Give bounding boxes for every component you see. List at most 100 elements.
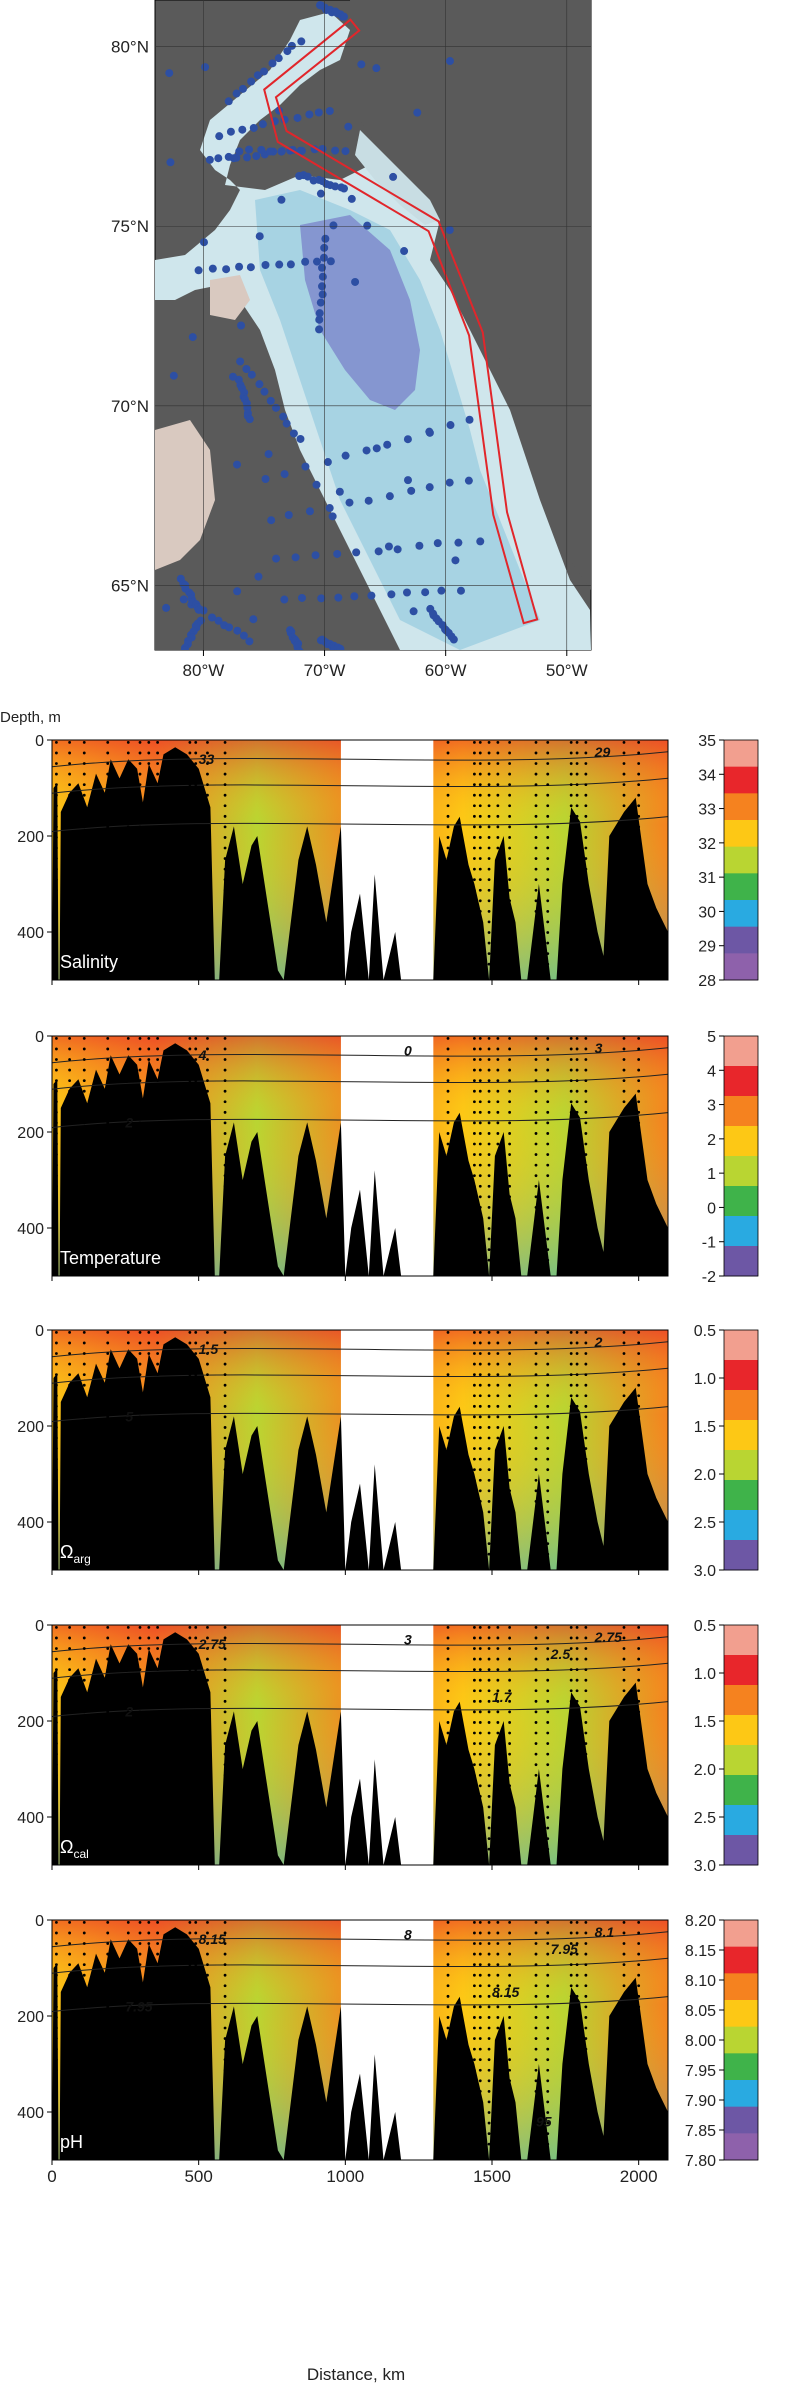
sample-dot bbox=[584, 1184, 588, 1188]
sample-dot bbox=[584, 1248, 588, 1251]
sample-dot bbox=[446, 1058, 450, 1061]
sample-dot bbox=[106, 1121, 110, 1125]
sample-dot bbox=[188, 1058, 192, 1061]
sample-dot bbox=[188, 1174, 192, 1178]
sample-dot bbox=[622, 1805, 626, 1809]
sample-dot bbox=[496, 1331, 500, 1334]
sample-dot bbox=[487, 1784, 491, 1788]
sample-dot bbox=[546, 1710, 550, 1714]
sample-dot bbox=[126, 2121, 130, 2125]
contour-line bbox=[51, 816, 669, 833]
sample-dot bbox=[546, 1142, 550, 1146]
sample-dot bbox=[508, 1216, 511, 1220]
sample-dot bbox=[206, 2142, 209, 2146]
sample-dot bbox=[147, 762, 151, 765]
sample-dot bbox=[206, 1731, 209, 1735]
sample-dot bbox=[156, 836, 160, 839]
sample-dot bbox=[487, 1331, 491, 1334]
sample-dot bbox=[223, 2100, 227, 2104]
lat-tick-label: 75°N bbox=[111, 217, 149, 236]
sample-dot bbox=[508, 1341, 511, 1345]
sample-dot bbox=[156, 2058, 160, 2062]
sample-dot bbox=[156, 1373, 160, 1377]
sample-dot bbox=[68, 1657, 71, 1661]
sample-dot bbox=[106, 2005, 110, 2009]
sample-dot bbox=[569, 1457, 573, 1461]
sample-dot bbox=[534, 1468, 538, 1472]
sample-dot bbox=[138, 2068, 142, 2072]
sample-dot bbox=[106, 2142, 110, 2146]
sample-dot bbox=[637, 1552, 641, 1556]
sample-dot bbox=[446, 1100, 450, 1104]
sample-dot bbox=[223, 1816, 227, 1819]
sample-dot bbox=[569, 2058, 573, 2062]
contour-line bbox=[51, 1662, 669, 1679]
sample-dot bbox=[55, 1626, 58, 1629]
sample-dot bbox=[188, 1394, 192, 1398]
sample-dot bbox=[546, 1184, 550, 1188]
sample-dot bbox=[106, 1773, 110, 1777]
sample-dot bbox=[478, 1415, 482, 1419]
sample-dot bbox=[156, 1457, 160, 1461]
station-dot bbox=[372, 64, 381, 73]
sample-dot bbox=[534, 1521, 538, 1524]
sample-dot bbox=[106, 825, 110, 829]
sample-dot bbox=[508, 2016, 511, 2019]
sample-dot bbox=[55, 1447, 58, 1450]
sample-dot bbox=[206, 1952, 209, 1956]
sample-dot bbox=[496, 836, 500, 839]
sample-dot bbox=[446, 2037, 450, 2040]
sample-dot bbox=[206, 1636, 209, 1640]
sample-dot bbox=[496, 1668, 500, 1672]
sample-dot bbox=[138, 1837, 142, 1840]
sample-dot bbox=[496, 1826, 500, 1830]
sample-dot bbox=[138, 1773, 142, 1777]
sample-dot bbox=[446, 1973, 450, 1977]
sample-dot bbox=[446, 2016, 450, 2019]
sample-dot bbox=[147, 2132, 151, 2136]
sample-dot bbox=[637, 1847, 641, 1851]
sample-dot bbox=[106, 1352, 110, 1355]
sample-dot bbox=[156, 2005, 160, 2009]
sample-dot bbox=[546, 1373, 550, 1377]
sample-dot bbox=[446, 1227, 450, 1230]
sample-dot bbox=[546, 1489, 550, 1493]
sample-dot bbox=[194, 1794, 198, 1798]
sample-dot bbox=[478, 1963, 482, 1967]
sample-dot bbox=[478, 1205, 482, 1209]
station-dot bbox=[286, 260, 295, 269]
sample-dot bbox=[156, 1689, 160, 1693]
lon-tick-label: 80°W bbox=[183, 661, 225, 680]
sample-dot bbox=[156, 2047, 160, 2051]
sample-dot bbox=[478, 1447, 482, 1450]
sample-dot bbox=[206, 1436, 209, 1440]
sample-dot bbox=[575, 1668, 579, 1672]
sample-dot bbox=[637, 1205, 641, 1209]
station-dot bbox=[260, 387, 269, 396]
sample-dot bbox=[223, 1689, 227, 1693]
sample-dot bbox=[82, 1110, 86, 1114]
sample-dot bbox=[68, 751, 71, 755]
panel-label: pH bbox=[60, 2132, 83, 2152]
sample-dot bbox=[82, 1721, 86, 1724]
sample-dot bbox=[138, 1205, 142, 1209]
sample-dot bbox=[55, 1468, 58, 1472]
sample-dot bbox=[138, 1436, 142, 1440]
sample-dot bbox=[55, 1037, 58, 1040]
sample-dot bbox=[138, 1678, 142, 1682]
sample-dot bbox=[138, 1037, 142, 1040]
sample-dot bbox=[446, 1710, 450, 1714]
sample-dot bbox=[622, 1047, 626, 1051]
sample-dot bbox=[138, 825, 142, 829]
sample-dot bbox=[569, 1542, 573, 1545]
sample-dot bbox=[569, 1973, 573, 1977]
sample-dot bbox=[223, 814, 227, 818]
sample-dot bbox=[637, 1837, 641, 1840]
sample-dot bbox=[82, 931, 86, 934]
sample-dot bbox=[575, 2026, 579, 2030]
sample-dot bbox=[584, 1668, 588, 1672]
sample-dot bbox=[546, 1383, 550, 1387]
sample-dot bbox=[473, 2100, 476, 2104]
sample-dot bbox=[188, 920, 192, 924]
